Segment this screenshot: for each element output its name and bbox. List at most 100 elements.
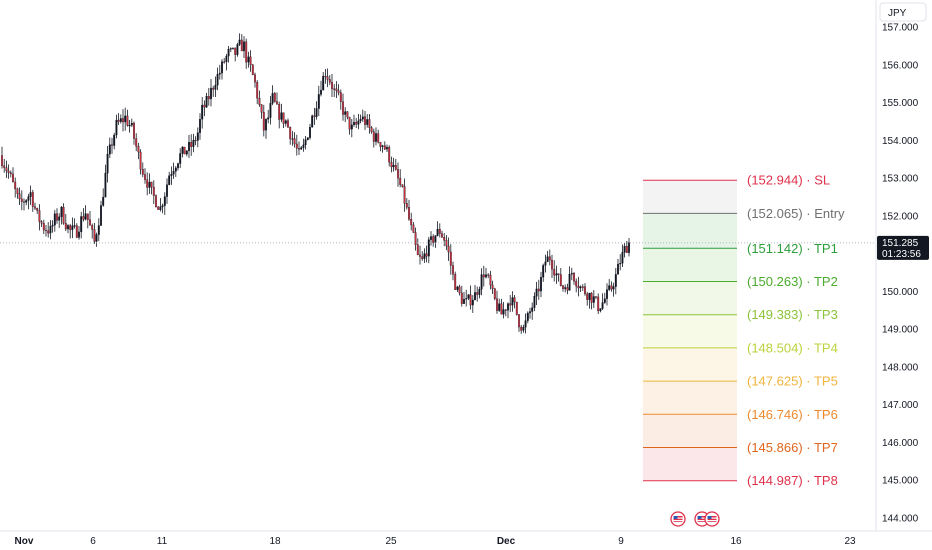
candle (273, 91, 276, 103)
candle (335, 81, 338, 98)
candle (284, 119, 287, 127)
candle (82, 208, 85, 222)
candle (392, 157, 395, 172)
candle (100, 200, 102, 226)
candle (557, 273, 560, 282)
candle (216, 67, 219, 91)
candle (370, 126, 373, 134)
candle (489, 270, 492, 290)
price-tick-label: 154.000 (882, 136, 919, 147)
candle (555, 265, 558, 284)
candle (526, 311, 529, 324)
candle (414, 227, 417, 251)
candle (586, 291, 589, 306)
candle (546, 250, 549, 263)
candle (42, 219, 45, 235)
candle (487, 273, 490, 279)
candle (476, 286, 479, 302)
candle (520, 324, 523, 334)
candle (531, 302, 534, 320)
candle (126, 109, 129, 127)
candle (548, 249, 551, 266)
candle (181, 146, 184, 158)
candle (302, 138, 305, 152)
candle (388, 145, 391, 167)
candle (201, 97, 204, 129)
candle (595, 295, 597, 300)
candle (221, 59, 223, 80)
level-label: (151.142) · TP1 (747, 241, 838, 256)
target-zone (643, 381, 737, 415)
level-label: (152.065) · Entry (747, 206, 845, 221)
candle (128, 119, 131, 133)
candle (280, 103, 283, 123)
candle (584, 283, 586, 296)
price-tick-label: 144.000 (882, 514, 919, 525)
target-zone (643, 347, 737, 382)
candle (172, 162, 175, 179)
candle (460, 285, 463, 307)
candle (621, 244, 624, 268)
candle (223, 57, 226, 64)
candle (559, 267, 562, 287)
candle (278, 101, 281, 129)
time-tick-label: Dec (497, 536, 516, 547)
candle (60, 206, 63, 225)
target-zone (643, 314, 737, 348)
candle (339, 89, 342, 110)
candle (381, 144, 384, 153)
candle (168, 171, 171, 186)
candle (20, 190, 23, 211)
currency-button[interactable]: JPY (879, 2, 927, 22)
candle (551, 254, 553, 278)
candle (619, 254, 622, 271)
candle (317, 85, 320, 117)
price-tick-label: 148.000 (882, 362, 919, 373)
candle (78, 226, 80, 240)
candle (518, 313, 520, 332)
candle (436, 221, 439, 237)
candle (522, 324, 525, 333)
candle (152, 180, 155, 205)
candle (229, 47, 232, 53)
candle (258, 90, 261, 107)
time-tick-label: 25 (385, 536, 397, 547)
us-flag-icon[interactable] (670, 511, 686, 527)
candle (144, 168, 146, 184)
level-label: (144.987) · TP8 (747, 473, 838, 488)
candle (597, 293, 600, 315)
candle (256, 80, 259, 105)
candle (412, 222, 415, 233)
candle (601, 293, 604, 310)
candle (331, 73, 333, 98)
level-label: (145.866) · TP7 (747, 440, 838, 455)
us-flag-icon[interactable] (704, 511, 720, 527)
candle (97, 218, 100, 242)
candle (45, 225, 47, 237)
candle (16, 187, 19, 199)
candle (133, 121, 135, 145)
candle (141, 162, 144, 178)
candle (405, 198, 408, 210)
candle (416, 238, 419, 256)
price-tick-label: 147.000 (882, 400, 919, 411)
candle (480, 268, 483, 296)
candle (386, 144, 388, 153)
candle (471, 295, 474, 313)
candle (212, 85, 215, 97)
candle (232, 47, 234, 50)
candle (227, 45, 230, 63)
candle (612, 282, 615, 297)
candle (452, 261, 454, 281)
candle (29, 185, 32, 205)
candle (366, 114, 369, 128)
time-axis[interactable]: Nov 6 11 18 25 Dec 9 16 23 (15, 536, 856, 547)
target-zone (643, 414, 737, 448)
candle (529, 307, 531, 319)
candle (320, 80, 322, 97)
candle (199, 113, 201, 140)
economic-events[interactable] (670, 511, 720, 527)
candle (49, 220, 52, 240)
price-axis[interactable]: 157.000 156.000 155.000 154.000 153.000 152.0… (882, 23, 919, 525)
